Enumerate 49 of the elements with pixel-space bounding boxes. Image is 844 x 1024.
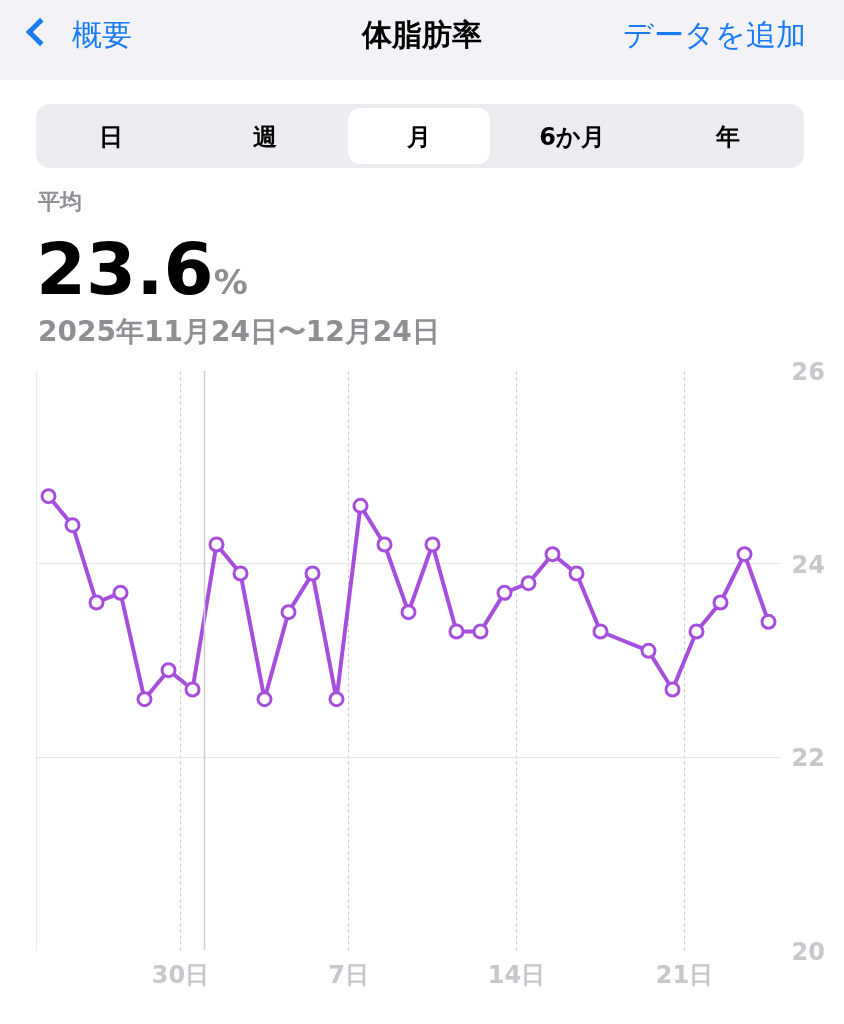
point [496,584,513,601]
point [280,604,297,621]
point [568,565,585,582]
point [520,575,537,592]
point [592,623,609,640]
text: 年 [714,122,741,153]
x-tick-label: 30日 [151,960,210,989]
point [136,691,153,708]
point [304,565,321,582]
point [40,488,57,505]
y-tick-label: 24 [791,550,825,579]
text: 23.6% [36,227,248,311]
y-tick-label: 20 [791,937,825,966]
point [112,584,129,601]
point [712,594,729,611]
chart-subtitle: 2025年11月24日〜12月24日 [38,314,440,350]
point [424,536,441,553]
y-tick-label: 26 [791,357,825,386]
text: 週 [252,122,278,153]
x-tick-label: 7日 [328,960,369,989]
point [88,594,105,611]
text: データを追加 [623,16,806,54]
point [640,642,657,659]
point [664,681,681,698]
y-tick-label: 22 [791,744,825,773]
chart-title: 体脂肪率 [362,17,482,52]
point [544,546,561,563]
point [400,604,417,621]
point [184,681,201,698]
point [472,623,489,640]
point [376,536,393,553]
x-tick-label: 21日 [655,960,714,989]
text: 月 [406,122,432,153]
point [448,623,465,640]
point [352,497,369,514]
point [736,546,753,563]
point [208,536,225,553]
text: 平均 [38,188,82,216]
point [256,691,273,708]
text: 概要 [72,16,132,54]
point [760,613,777,630]
text: 6か月 [538,122,606,153]
point [160,662,177,679]
point [688,623,705,640]
point [64,517,81,534]
point [328,691,345,708]
point [232,565,249,582]
text: 日 [98,122,124,153]
x-tick-label: 14日 [487,960,546,989]
